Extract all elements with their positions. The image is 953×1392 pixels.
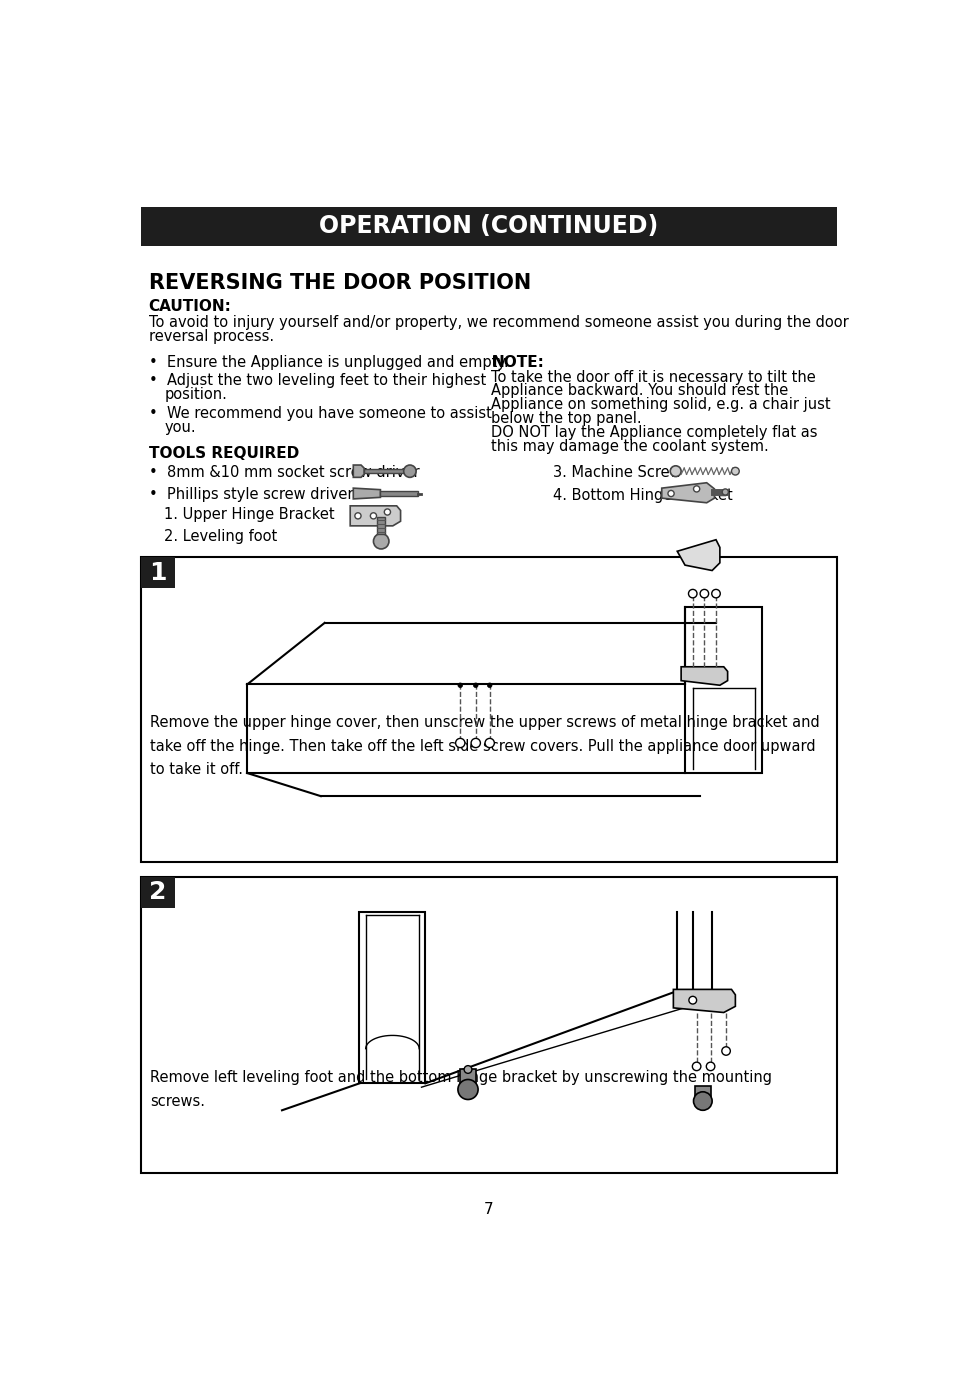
Bar — [141, 207, 836, 245]
Text: •  Phillips style screw driver: • Phillips style screw driver — [149, 487, 353, 503]
Circle shape — [484, 738, 494, 748]
Bar — [141, 877, 836, 1173]
Text: REVERSING THE DOOR POSITION: REVERSING THE DOOR POSITION — [149, 273, 531, 292]
Bar — [364, 469, 406, 473]
Text: Remove the upper hinge cover, then unscrew the upper screws of metal hinge brack: Remove the upper hinge cover, then unscr… — [150, 715, 820, 777]
Polygon shape — [661, 483, 714, 503]
Polygon shape — [350, 505, 400, 526]
Circle shape — [700, 589, 708, 597]
Bar — [359, 912, 425, 1083]
Bar — [684, 607, 761, 773]
Text: •  8mm &10 mm socket screw driver: • 8mm &10 mm socket screw driver — [149, 465, 419, 480]
Bar — [695, 1086, 710, 1097]
Circle shape — [370, 512, 376, 519]
Circle shape — [693, 1091, 711, 1111]
Polygon shape — [353, 489, 380, 498]
Text: DO NOT lay the Appliance completely flat as: DO NOT lay the Appliance completely flat… — [491, 425, 817, 440]
Bar — [141, 557, 174, 589]
Circle shape — [384, 509, 390, 515]
Circle shape — [667, 490, 674, 497]
Circle shape — [731, 468, 739, 475]
Text: •  Ensure the Appliance is unplugged and empty.: • Ensure the Appliance is unplugged and … — [149, 355, 508, 370]
Bar — [141, 877, 174, 908]
Text: Appliance backward. You should rest the: Appliance backward. You should rest the — [491, 383, 788, 398]
Text: 1. Upper Hinge Bracket: 1. Upper Hinge Bracket — [164, 507, 335, 522]
Circle shape — [688, 997, 696, 1004]
Circle shape — [711, 589, 720, 597]
Circle shape — [487, 683, 492, 688]
Polygon shape — [677, 540, 720, 571]
Circle shape — [692, 1062, 700, 1070]
Text: 1: 1 — [149, 561, 167, 585]
Text: Remove left leveling foot and the bottom hinge bracket by unscrewing the mountin: Remove left leveling foot and the bottom… — [150, 1070, 771, 1108]
Polygon shape — [353, 465, 364, 477]
Circle shape — [473, 683, 477, 688]
Text: 7: 7 — [483, 1203, 494, 1217]
Polygon shape — [680, 667, 727, 685]
Text: NOTE:: NOTE: — [491, 355, 543, 370]
Bar — [141, 557, 836, 862]
Text: •  We recommend you have someone to assist: • We recommend you have someone to assis… — [149, 405, 491, 420]
Bar — [380, 491, 417, 496]
Circle shape — [471, 738, 480, 748]
Circle shape — [456, 738, 464, 748]
Bar — [377, 516, 385, 533]
Text: To avoid to injury yourself and/or property, we recommend someone assist you dur: To avoid to injury yourself and/or prope… — [149, 315, 847, 330]
Bar — [459, 1069, 476, 1083]
Circle shape — [403, 465, 416, 477]
Text: •  Adjust the two leveling feet to their highest: • Adjust the two leveling feet to their … — [149, 373, 485, 388]
Circle shape — [457, 1079, 477, 1100]
Circle shape — [693, 486, 699, 491]
Text: position.: position. — [164, 387, 227, 402]
Circle shape — [721, 489, 728, 496]
Text: Appliance on something solid, e.g. a chair just: Appliance on something solid, e.g. a cha… — [491, 397, 830, 412]
Circle shape — [464, 1066, 472, 1073]
Text: reversal process.: reversal process. — [149, 329, 274, 344]
Text: 2. Leveling foot: 2. Leveling foot — [164, 529, 277, 544]
Text: 4. Bottom Hinge Bracket: 4. Bottom Hinge Bracket — [553, 489, 732, 503]
Circle shape — [688, 589, 697, 597]
Text: 3. Machine Screw: 3. Machine Screw — [553, 465, 681, 480]
Text: To take the door off it is necessary to tilt the: To take the door off it is necessary to … — [491, 369, 815, 384]
Text: you.: you. — [164, 419, 195, 434]
Text: 2: 2 — [150, 880, 167, 905]
Text: TOOLS REQUIRED: TOOLS REQUIRED — [149, 445, 298, 461]
Circle shape — [705, 1062, 714, 1070]
Circle shape — [355, 512, 360, 519]
Text: OPERATION (CONTINUED): OPERATION (CONTINUED) — [319, 214, 658, 238]
Circle shape — [457, 683, 462, 688]
Circle shape — [721, 1047, 730, 1055]
Text: this may damage the coolant system.: this may damage the coolant system. — [491, 438, 768, 454]
Circle shape — [373, 533, 389, 548]
Text: below the top panel.: below the top panel. — [491, 411, 641, 426]
Text: CAUTION:: CAUTION: — [149, 299, 232, 315]
Circle shape — [670, 466, 680, 476]
Polygon shape — [673, 990, 735, 1012]
